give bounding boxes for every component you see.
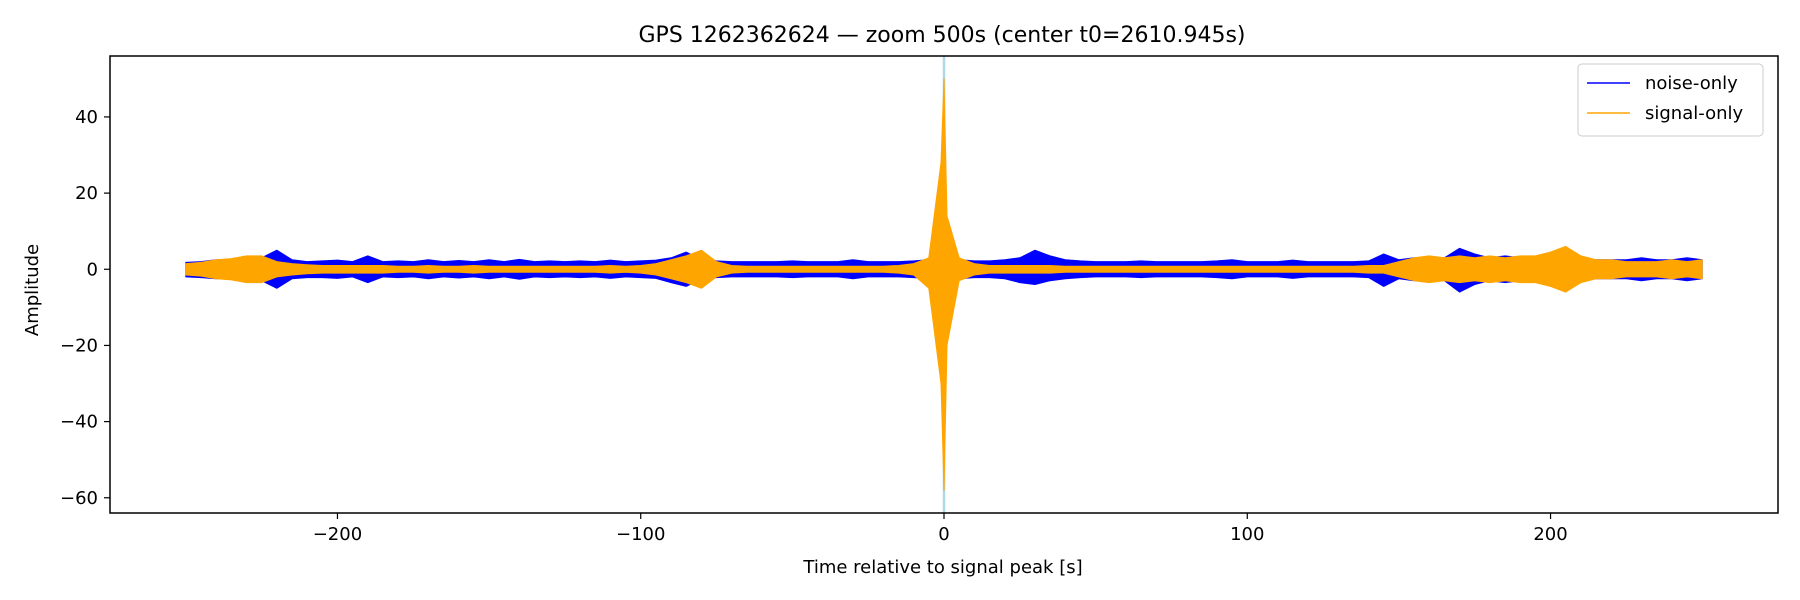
- plot-area: [185, 56, 1703, 513]
- x-tick-label: 100: [1230, 524, 1264, 545]
- x-axis-label: Time relative to signal peak [s]: [802, 557, 1082, 578]
- x-tick-label: −200: [313, 524, 362, 545]
- y-tick-label: −60: [60, 488, 98, 509]
- chart-title: GPS 1262362624 — zoom 500s (center t0=26…: [639, 23, 1246, 48]
- y-tick-label: 40: [75, 107, 98, 128]
- x-tick-label: −100: [616, 524, 665, 545]
- legend: noise-only signal-only: [1577, 63, 1764, 137]
- y-tick-label: 20: [75, 183, 98, 204]
- x-tick-label: 0: [938, 524, 949, 545]
- x-tick-label: 200: [1533, 524, 1567, 545]
- legend-label-noise: noise-only: [1645, 73, 1738, 94]
- y-tick-label: 0: [87, 259, 98, 280]
- legend-frame: [1577, 63, 1764, 137]
- y-axis-label: Amplitude: [22, 244, 43, 336]
- legend-label-signal: signal-only: [1645, 103, 1743, 124]
- series-signal-only: [185, 78, 1703, 491]
- y-tick-label: −20: [60, 335, 98, 356]
- y-tick-label: −40: [60, 412, 98, 433]
